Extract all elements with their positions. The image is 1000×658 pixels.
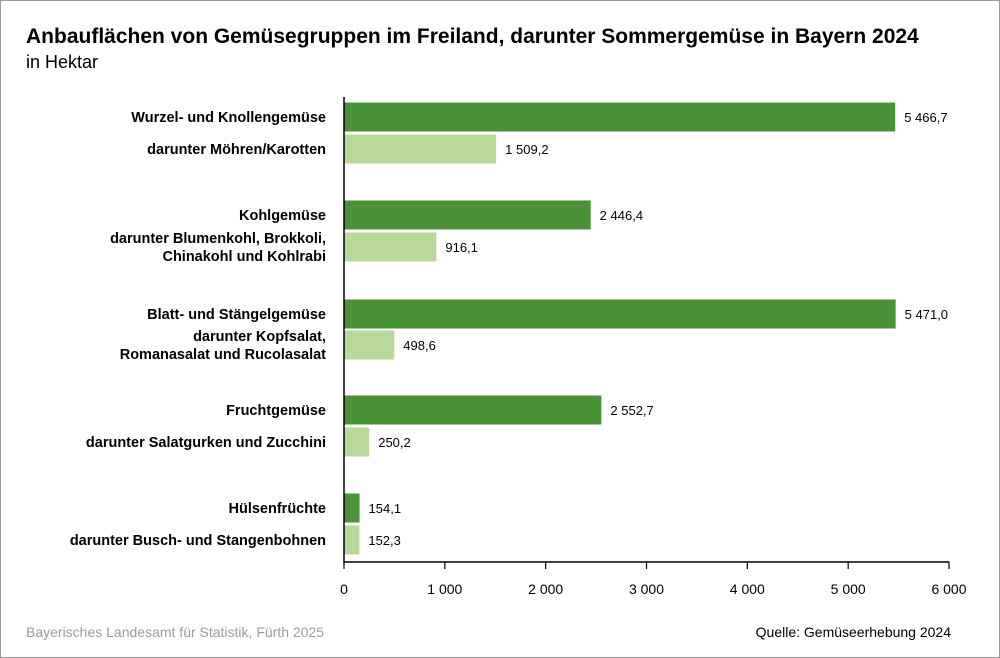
value-label: 154,1 xyxy=(369,501,402,516)
bar-sub xyxy=(344,232,437,262)
chart-subtitle: in Hektar xyxy=(26,52,99,72)
chart-title: Anbauflächen von Gemüsegruppen im Freila… xyxy=(26,25,919,48)
category-label: Wurzel- und Knollengemüse xyxy=(131,110,326,126)
value-label: 5 466,7 xyxy=(904,110,947,125)
category-label: darunter Blumenkohl, Brokkoli, xyxy=(110,231,326,247)
category-label: Kohlgemüse xyxy=(239,208,326,224)
x-tick-label: 2 000 xyxy=(528,581,563,597)
bar-sub xyxy=(344,525,360,555)
bar-group xyxy=(344,395,602,425)
category-label: Romanasalat und Rucolasalat xyxy=(120,347,326,363)
x-tick-label: 1 000 xyxy=(427,581,462,597)
category-label: Blatt- und Stängelgemüse xyxy=(147,307,326,323)
publisher-note: Bayerisches Landesamt für Statistik, Für… xyxy=(26,624,325,640)
source-note: Quelle: Gemüseerhebung 2024 xyxy=(755,624,951,640)
bar-group xyxy=(344,299,896,329)
category-label: darunter Busch- und Stangenbohnen xyxy=(70,533,326,549)
value-label: 5 471,0 xyxy=(905,307,948,322)
value-label: 498,6 xyxy=(403,338,436,353)
value-label: 2 446,4 xyxy=(600,208,643,223)
category-label: darunter Möhren/Karotten xyxy=(147,142,326,158)
x-tick-label: 4 000 xyxy=(730,581,765,597)
bar-group xyxy=(344,200,591,230)
x-tick-label: 6 000 xyxy=(931,581,966,597)
bar-sub xyxy=(344,134,497,164)
category-label: Fruchtgemüse xyxy=(226,403,326,419)
bar-group xyxy=(344,493,360,523)
bar-sub xyxy=(344,427,370,457)
x-tick-label: 0 xyxy=(340,581,348,597)
value-label: 1 509,2 xyxy=(505,142,548,157)
value-label: 152,3 xyxy=(368,533,401,548)
category-label: darunter Salatgurken und Zucchini xyxy=(86,435,326,451)
bar-sub xyxy=(344,330,395,360)
value-label: 2 552,7 xyxy=(610,403,653,418)
value-label: 250,2 xyxy=(378,435,411,450)
value-label: 916,1 xyxy=(445,240,478,255)
category-label: darunter Kopfsalat, xyxy=(193,329,326,345)
x-tick-label: 3 000 xyxy=(629,581,664,597)
category-label: Hülsenfrüchte xyxy=(229,501,327,517)
x-tick-label: 5 000 xyxy=(831,581,866,597)
category-label: Chinakohl und Kohlrabi xyxy=(162,249,326,265)
bar-group xyxy=(344,102,896,132)
